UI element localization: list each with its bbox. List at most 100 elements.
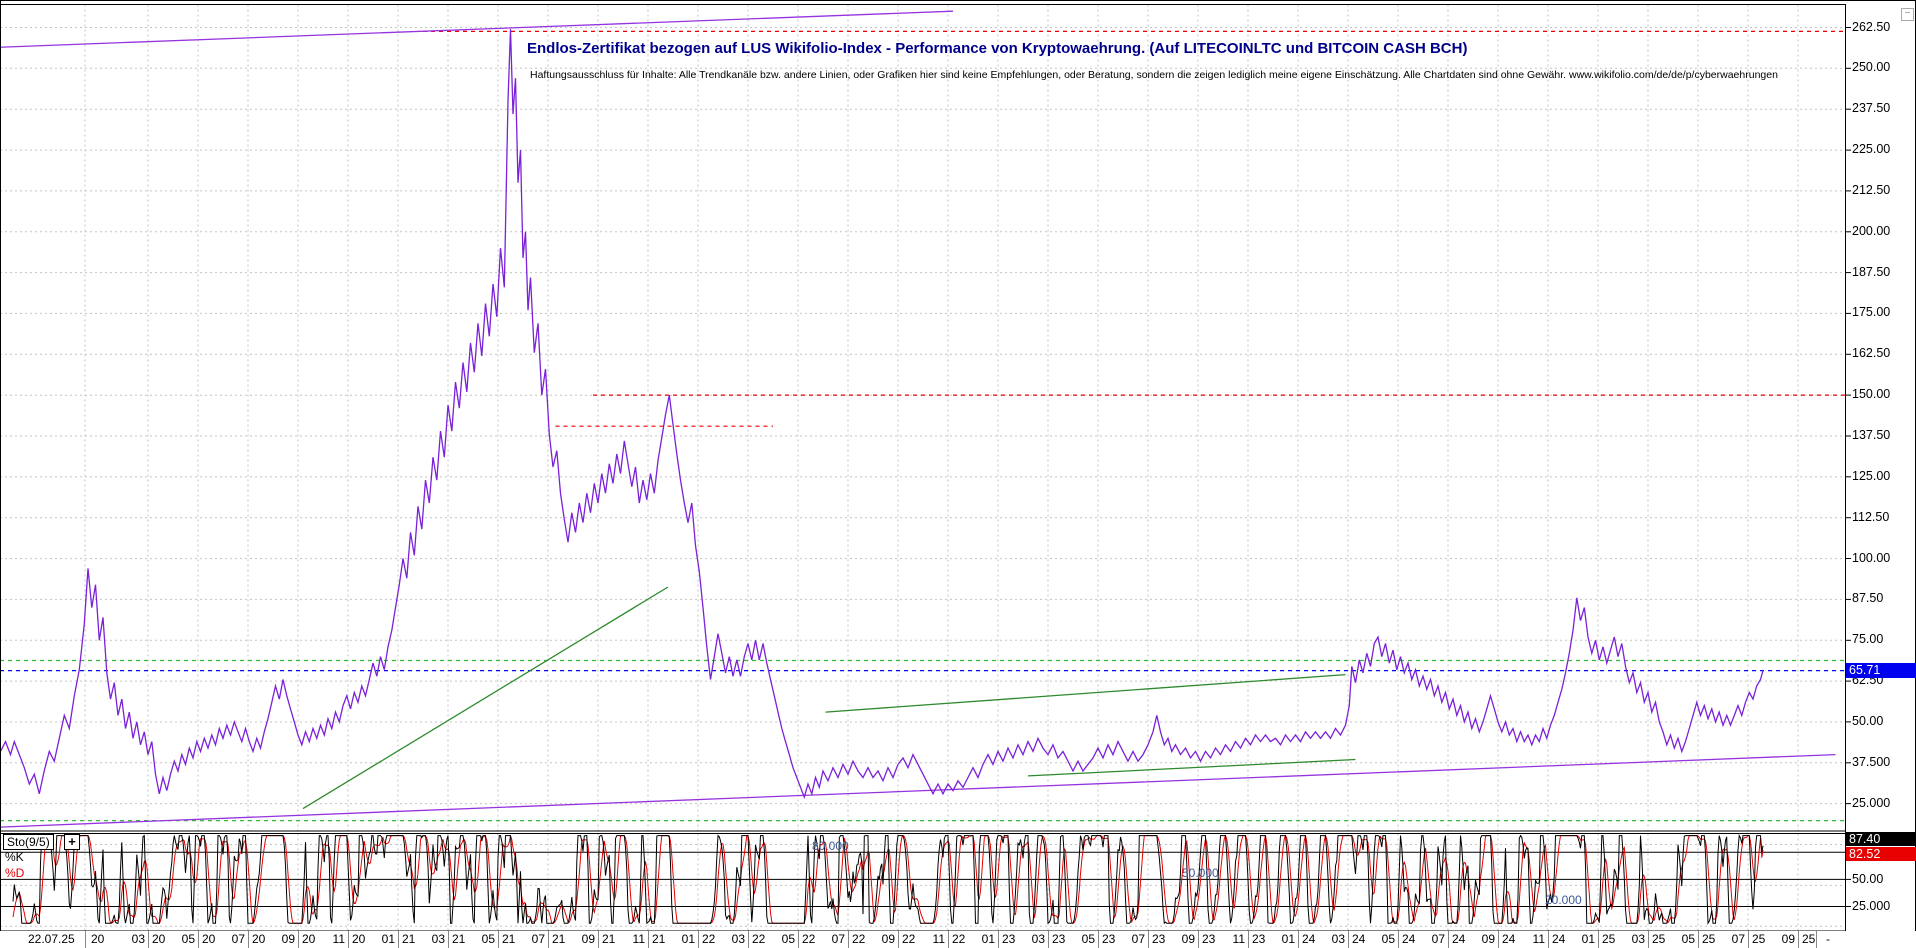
y-axis-label: 137.50 xyxy=(1852,428,1891,442)
x-axis-month-label: 03 xyxy=(1031,932,1045,946)
x-axis-year-label: 25 xyxy=(1702,932,1716,946)
x-axis-year-label: 21 xyxy=(452,932,466,946)
trendline-purple-support xyxy=(0,753,1836,828)
sto-indicator-label[interactable]: Sto(9/5) xyxy=(3,834,54,850)
trendline-green-uptrend-2020 xyxy=(302,586,669,810)
x-axis-year-label: 21 xyxy=(402,932,416,946)
sto-axis-label-50: 50.00 xyxy=(1852,872,1884,886)
sto-level-label: 50.000 xyxy=(1182,866,1219,880)
y-axis-label: 75.00 xyxy=(1852,632,1884,647)
x-axis-month-label: 09 xyxy=(281,932,295,946)
x-axis-year-label: 23 xyxy=(1102,932,1116,946)
x-axis-divider xyxy=(548,931,549,948)
y-axis-label: 162.50 xyxy=(1852,346,1891,361)
x-axis-divider xyxy=(448,931,449,948)
x-axis-divider xyxy=(598,931,599,948)
y-axis-label: 112.50 xyxy=(1852,509,1890,524)
trendline-green-channel-lower xyxy=(1027,758,1356,777)
gridlines xyxy=(0,4,1845,931)
x-axis-month-label: 05 xyxy=(1381,932,1395,946)
y-axis-label: 225.00 xyxy=(1852,142,1891,157)
x-axis-divider xyxy=(148,931,149,948)
x-axis-year-label: 22 xyxy=(702,932,716,946)
y-axis-ticks xyxy=(1845,27,1851,907)
x-axis-month-label: 05 xyxy=(481,932,495,946)
x-axis-year-label: 24 xyxy=(1552,932,1566,946)
x-axis-year-label: 23 xyxy=(1202,932,1216,946)
x-axis-divider xyxy=(1648,931,1649,948)
x-axis-month-label: 05 xyxy=(781,932,795,946)
chart-disclaimer: Haftungsausschluss für Inhalte: Alle Tre… xyxy=(530,69,1778,81)
x-axis-year-label: 20 xyxy=(302,932,316,946)
x-axis-collapse[interactable]: - xyxy=(1826,932,1830,946)
x-axis-year-label: 25 xyxy=(1652,932,1666,946)
x-axis-divider xyxy=(1348,931,1349,948)
y-axis-label: 262.50 xyxy=(1852,19,1891,34)
y-axis-label: 237.50 xyxy=(1852,101,1891,116)
x-axis-divider xyxy=(1448,931,1449,948)
x-axis-month-label: 11 xyxy=(932,932,945,946)
x-axis-month-label: 07 xyxy=(1731,932,1745,946)
x-axis-year-label: 21 xyxy=(502,932,516,946)
x-axis-month-label: 05 xyxy=(181,932,195,946)
y-axis-label: 87.50 xyxy=(1852,591,1884,606)
x-axis-year-label: 23 xyxy=(1002,932,1016,946)
x-axis-month-label: 01 xyxy=(381,932,395,946)
x-axis-month-label: 03 xyxy=(731,932,745,946)
sto-d-value-badge: 82.52 xyxy=(1846,847,1916,861)
sto-level-label: 20.000 xyxy=(1545,893,1582,907)
x-axis-divider xyxy=(298,931,299,948)
x-axis-divider xyxy=(1148,931,1149,948)
x-axis-divider xyxy=(498,931,499,948)
x-axis-divider xyxy=(1698,931,1699,948)
x-axis-month-label: 09 xyxy=(581,932,595,946)
x-axis-year-label: 20 xyxy=(352,932,366,946)
x-axis-year-label: 24 xyxy=(1502,932,1516,946)
x-axis-year-label: 23 xyxy=(1252,932,1266,946)
x-axis-year-label: 24 xyxy=(1452,932,1466,946)
add-indicator-button[interactable]: + xyxy=(64,834,80,850)
x-axis-year-label: 23 xyxy=(1052,932,1066,946)
x-axis-month-label: 09 xyxy=(1481,932,1495,946)
price-line xyxy=(0,29,1764,800)
x-axis-year-label: 22 xyxy=(952,932,966,946)
collapse-chart-icon[interactable]: − xyxy=(1901,8,1914,21)
x-axis-divider xyxy=(1398,931,1399,948)
x-axis-month-label: 07 xyxy=(1131,932,1145,946)
y-axis-label: 37.500 xyxy=(1852,754,1891,769)
x-axis-month-label: 11 xyxy=(332,932,345,946)
trendlines xyxy=(0,10,1836,828)
x-axis-year-label: 24 xyxy=(1352,932,1366,946)
x-axis-month-label: 07 xyxy=(831,932,845,946)
x-axis-divider xyxy=(1816,931,1817,948)
y-axis-label: 150.00 xyxy=(1852,387,1891,402)
x-axis-divider xyxy=(1548,931,1549,948)
x-axis-divider xyxy=(1798,931,1799,948)
x-axis-year-label: 22 xyxy=(752,932,766,946)
x-axis-divider xyxy=(648,931,649,948)
y-axis-label: 212.50 xyxy=(1852,182,1891,197)
x-axis-month-label: 03 xyxy=(1631,932,1645,946)
x-axis-divider xyxy=(1098,931,1099,948)
x-axis-year-label: 21 xyxy=(552,932,566,946)
x-axis-year-label: 24 xyxy=(1402,932,1416,946)
chart-title: Endlos-Zertifikat bezogen auf LUS Wikifo… xyxy=(527,40,1468,57)
x-axis-divider xyxy=(1748,931,1749,948)
x-axis-month-label: 03 xyxy=(431,932,445,946)
x-axis-year-label: 20 xyxy=(152,932,166,946)
sto-axis-label-25: 25.000 xyxy=(1852,899,1891,913)
x-axis-divider xyxy=(798,931,799,948)
x-axis-month-label: 09 xyxy=(1181,932,1195,946)
x-axis-month-label: 07 xyxy=(1431,932,1445,946)
y-axis-label: 200.00 xyxy=(1852,223,1891,238)
sto-k-line xyxy=(12,833,1764,925)
trendline-purple-resistance xyxy=(0,10,954,48)
trendline-green-channel-upper xyxy=(825,673,1346,713)
x-axis-month-label: 01 xyxy=(1281,932,1295,946)
x-axis-divider xyxy=(698,931,699,948)
sto-k-legend: %K xyxy=(5,850,24,864)
x-axis-divider xyxy=(948,931,949,948)
x-axis-divider xyxy=(1198,931,1199,948)
x-axis-divider xyxy=(1298,931,1299,948)
